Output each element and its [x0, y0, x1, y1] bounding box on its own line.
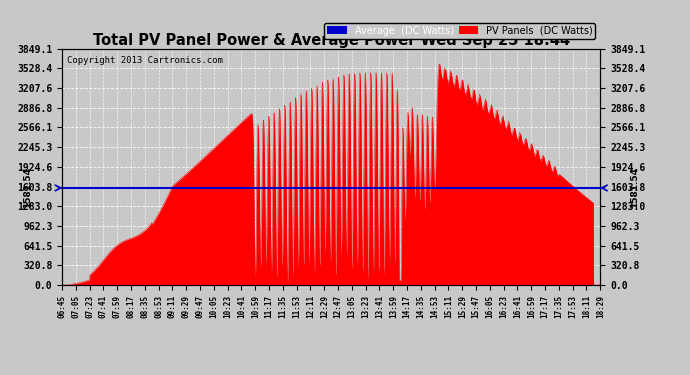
Text: 1581.54: 1581.54: [630, 167, 639, 208]
Text: 1581.54: 1581.54: [23, 167, 32, 208]
Legend: Average  (DC Watts), PV Panels  (DC Watts): Average (DC Watts), PV Panels (DC Watts): [324, 23, 595, 39]
Title: Total PV Panel Power & Average Power Wed Sep 25 18:44: Total PV Panel Power & Average Power Wed…: [92, 33, 570, 48]
Text: Copyright 2013 Cartronics.com: Copyright 2013 Cartronics.com: [68, 56, 224, 65]
